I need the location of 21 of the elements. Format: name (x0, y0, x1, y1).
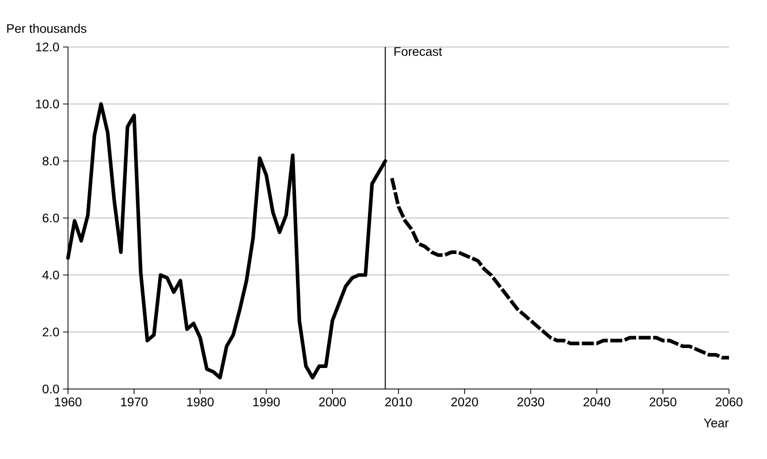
y-tick-label: 12.0 (36, 42, 59, 52)
x-tick-label: 1960 (55, 398, 82, 406)
x-tick-label: 2060 (716, 398, 742, 406)
x-tick-label: 2000 (319, 398, 346, 406)
x-tick-label: 2040 (584, 398, 610, 406)
x-tick-label: 2020 (451, 398, 478, 406)
y-axis-title: Per thousands (7, 24, 86, 33)
x-tick-label: 2050 (650, 398, 676, 406)
y-tick-label: 0.0 (42, 384, 59, 394)
y-tick-label: 10.0 (36, 100, 59, 108)
y-tick-label: 6.0 (42, 214, 59, 222)
y-tick-label: 4.0 (42, 270, 59, 280)
y-tick-label: 8.0 (42, 156, 59, 166)
x-axis-title: Year (704, 418, 729, 428)
x-tick-label: 1980 (187, 398, 214, 406)
x-tick-label: 1990 (253, 398, 280, 406)
x-tick-label: 1970 (121, 398, 148, 406)
ref-line-label: Forecast (394, 47, 442, 56)
x-tick-label: 2030 (517, 398, 544, 406)
x-tick-label: 2010 (385, 398, 412, 406)
y-tick-label: 2.0 (42, 328, 59, 336)
